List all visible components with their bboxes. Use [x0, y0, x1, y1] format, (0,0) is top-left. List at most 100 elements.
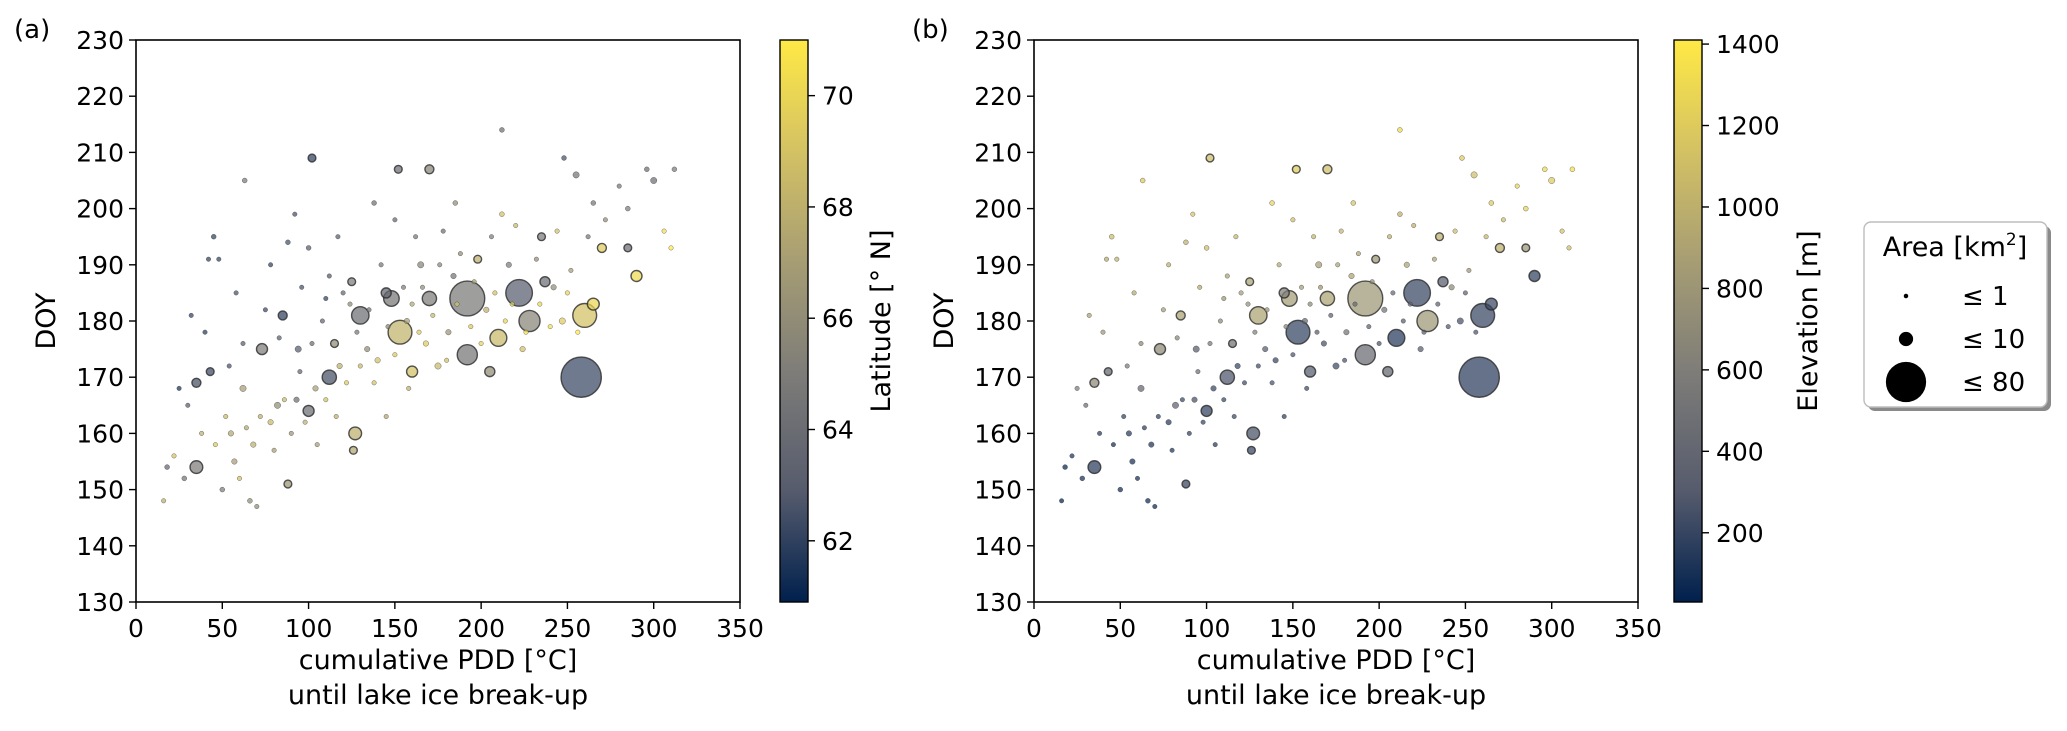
x-tick-label: 300 — [1528, 614, 1576, 643]
colorbar-tick-label: 1000 — [1716, 193, 1780, 222]
data-point — [250, 441, 257, 448]
x-tick-label: 50 — [206, 614, 238, 643]
data-point — [254, 504, 260, 509]
data-point — [403, 318, 410, 324]
data-point — [401, 284, 406, 290]
data-point — [1191, 396, 1198, 403]
legend-label: ≤ 80 — [1962, 368, 2025, 398]
data-point — [297, 369, 303, 375]
data-point — [344, 380, 349, 386]
data-point — [283, 479, 293, 489]
data-point — [314, 442, 320, 448]
data-point — [1311, 234, 1317, 240]
data-point — [1221, 296, 1227, 301]
data-point — [1062, 464, 1068, 470]
data-point — [1548, 177, 1556, 184]
y-tick-label: 190 — [76, 251, 124, 280]
y-tick-label: 140 — [974, 532, 1022, 561]
data-point — [1087, 460, 1102, 475]
data-point — [424, 164, 435, 175]
legend-box — [1863, 221, 2048, 408]
data-point — [457, 251, 463, 257]
colorbar-label: Latitude [° N] — [866, 229, 897, 412]
data-point — [499, 127, 505, 133]
y-tick-label: 160 — [76, 419, 124, 448]
y-tick-label: 130 — [76, 588, 124, 617]
colorbar-tick-label: 1200 — [1716, 112, 1780, 141]
x-tick-label: 100 — [285, 614, 333, 643]
y-axis-ticks: 130 140 150 160 170 180 190 200 210 220 230 — [974, 26, 1034, 617]
data-point — [1456, 317, 1464, 325]
y-tick-label: 180 — [974, 307, 1022, 336]
y-tick-label: 220 — [76, 82, 124, 111]
data-point — [307, 153, 317, 163]
x-axis-ticks: 0 50 100 150 200 250 300 350 — [128, 602, 764, 643]
data-point — [233, 290, 239, 296]
data-point — [1354, 343, 1377, 366]
data-point — [564, 290, 570, 296]
data-point — [456, 343, 479, 366]
data-point — [1459, 155, 1465, 161]
data-point — [267, 419, 274, 426]
data-point — [550, 284, 557, 291]
data-point — [1114, 256, 1120, 262]
data-point — [348, 426, 363, 441]
data-point — [1352, 301, 1358, 307]
data-point — [1521, 243, 1531, 253]
data-point — [1221, 397, 1227, 403]
data-point — [668, 245, 674, 251]
panel-b: (b) 0 50 100 150 200 250 300 350 130 140 150 160 17… — [912, 15, 1824, 711]
data-point — [1231, 414, 1237, 419]
data-point — [590, 200, 596, 206]
data-point — [1542, 166, 1548, 172]
data-point — [288, 430, 294, 436]
data-point — [176, 385, 182, 391]
plot-frame — [135, 39, 741, 603]
data-point — [586, 297, 600, 311]
data-point — [1203, 245, 1210, 251]
legend-title: Area [km2] — [1883, 230, 2028, 263]
colorbar-tick-label: 70 — [822, 82, 854, 111]
data-point — [188, 312, 194, 318]
data-point — [1434, 232, 1445, 242]
data-point — [409, 301, 415, 307]
data-point — [242, 177, 248, 184]
data-point — [596, 242, 608, 254]
data-point — [380, 287, 392, 299]
scatter-points — [1059, 127, 1576, 509]
data-point — [378, 262, 384, 268]
data-point — [326, 273, 332, 279]
data-point — [205, 367, 215, 377]
x-tick-label: 150 — [371, 614, 419, 643]
data-point — [171, 453, 177, 459]
data-point — [240, 341, 246, 346]
data-point — [321, 369, 338, 386]
data-point — [1252, 329, 1258, 335]
data-point — [471, 279, 477, 285]
colorbar-tick-label: 64 — [822, 416, 854, 445]
data-point — [1269, 380, 1275, 386]
colorbar-tick-label: 800 — [1716, 274, 1764, 303]
data-point — [1059, 498, 1065, 504]
data-point — [1523, 205, 1529, 212]
data-point — [199, 430, 205, 436]
data-point — [1125, 430, 1132, 437]
data-point — [1366, 324, 1372, 330]
y-tick-label: 150 — [974, 476, 1022, 505]
data-point — [602, 217, 608, 223]
data-point — [505, 261, 512, 268]
data-point — [1283, 324, 1289, 330]
data-point — [226, 363, 232, 369]
data-point — [1264, 307, 1270, 313]
y-tick-label: 220 — [974, 82, 1022, 111]
data-point — [445, 329, 452, 336]
x-tick-label: 200 — [457, 614, 505, 643]
legend-marker — [1898, 331, 1914, 347]
data-point — [1338, 228, 1344, 234]
data-point — [1172, 401, 1179, 409]
data-point — [1140, 177, 1146, 184]
panel-label: (a) — [14, 15, 50, 45]
legend-label: ≤ 1 — [1962, 282, 2009, 312]
data-point — [277, 310, 288, 321]
data-point — [513, 223, 519, 228]
